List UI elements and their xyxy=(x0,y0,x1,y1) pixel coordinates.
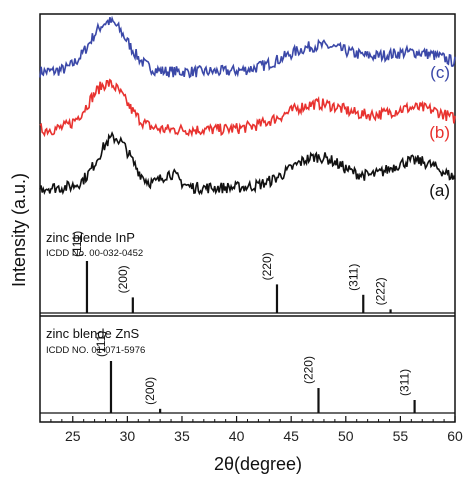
miller-index-label: (220) xyxy=(301,356,315,384)
plot-frame xyxy=(39,13,456,423)
x-axis-ticks: 25 30 35 40 45 50 55 60 xyxy=(39,416,463,444)
series-line xyxy=(39,15,456,79)
miller-index-label: (200) xyxy=(143,377,157,405)
x-axis-label: 2θ(degree) xyxy=(214,454,302,474)
miller-index-label: (222) xyxy=(374,277,388,305)
series-label: (a) xyxy=(429,181,450,200)
reference-subtitle: ICDD NO. 01-071-5976 xyxy=(46,345,145,356)
miller-index-label: (111) xyxy=(70,231,84,257)
x-tick-label: 55 xyxy=(393,428,409,444)
reference-title: zinc blende ZnS xyxy=(46,326,140,341)
x-tick-label: 35 xyxy=(174,428,190,444)
series-group: (c) (b) (a) xyxy=(39,15,456,200)
miller-index-label: (311) xyxy=(398,369,412,396)
x-tick-label: 25 xyxy=(65,428,81,444)
miller-index-label: (311) xyxy=(346,264,360,291)
x-tick-label: 45 xyxy=(283,428,299,444)
x-tick-label: 50 xyxy=(338,428,354,444)
miller-index-label: (200) xyxy=(116,265,130,293)
miller-index-label: (111) xyxy=(94,331,108,357)
series-line xyxy=(39,131,456,196)
reference-title: zinc blende InP xyxy=(46,230,135,245)
x-tick-label: 30 xyxy=(120,428,136,444)
reference-subtitle: ICDD No. 00-032-0452 xyxy=(46,248,143,259)
y-axis-label: Intensity (a.u.) xyxy=(9,173,29,287)
series-line xyxy=(39,78,456,138)
x-tick-label: 60 xyxy=(447,428,463,444)
series-label: (c) xyxy=(430,63,450,82)
miller-index-label: (220) xyxy=(260,252,274,280)
series-label: (b) xyxy=(429,123,450,142)
x-tick-label: 40 xyxy=(229,428,245,444)
